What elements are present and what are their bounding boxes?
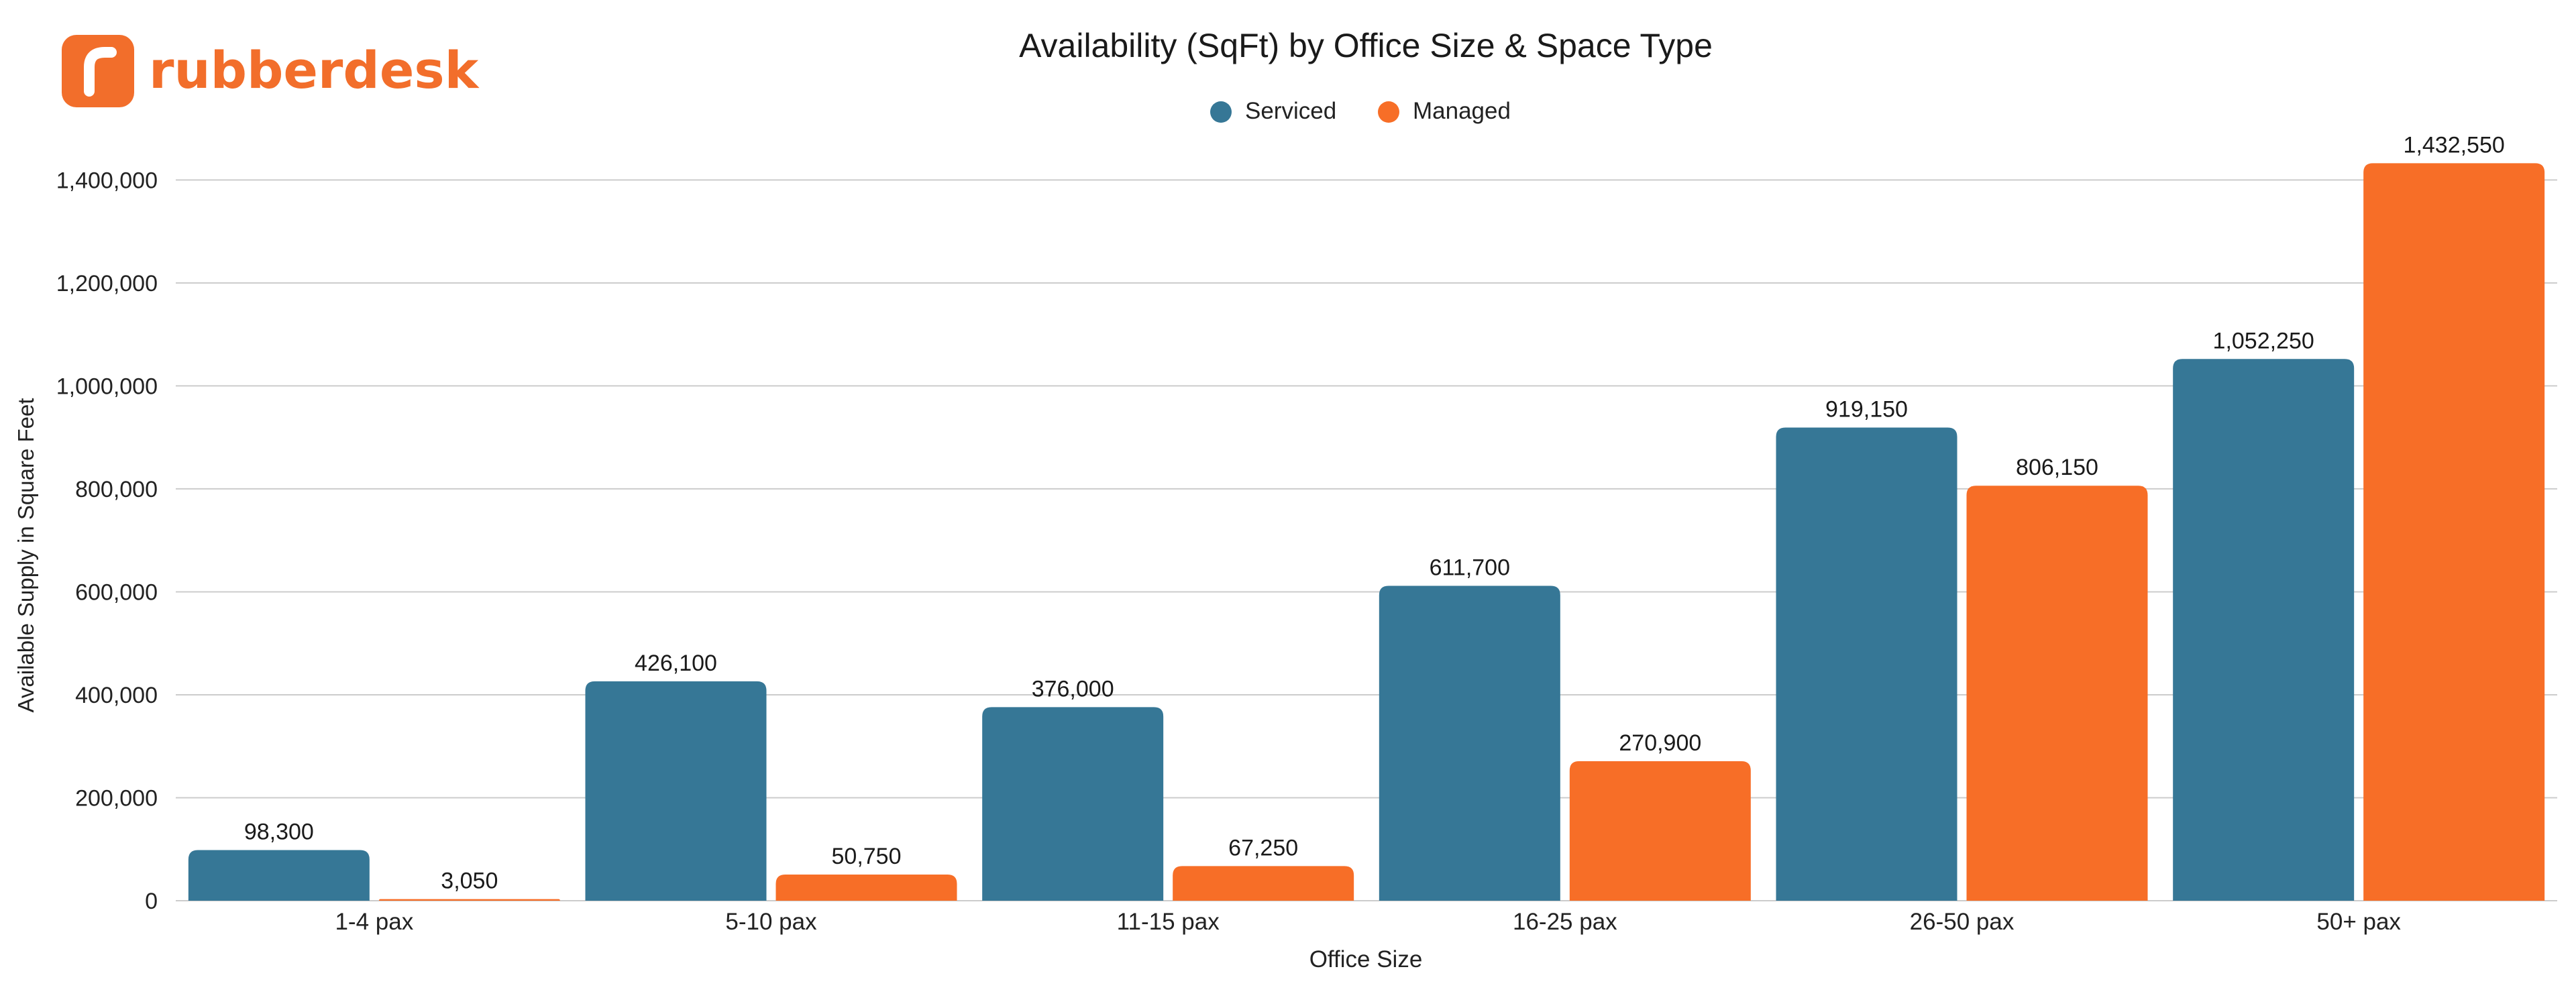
- legend-label-managed: Managed: [1413, 98, 1511, 124]
- x-axis-label: Office Size: [1309, 946, 1423, 972]
- x-tick-label: 11-15 pax: [1117, 909, 1220, 935]
- y-axis-ticks: 0 200,000 400,000 600,000 800,000 1,000,000 1,…: [56, 168, 158, 914]
- data-label-serviced: 376,000: [1032, 676, 1114, 702]
- logo-r-glyph-icon: [84, 47, 117, 97]
- data-label-serviced: 1,052,250: [2213, 328, 2314, 353]
- y-tick-label: 1,000,000: [56, 374, 158, 399]
- y-tick-label: 800,000: [75, 477, 158, 502]
- y-tick-label: 0: [145, 889, 158, 914]
- y-tick-label: 600,000: [75, 579, 158, 605]
- bars: 98,300 3,050 426,100 50,750 376,000 67,250 611…: [188, 132, 2545, 901]
- data-label-managed: 67,250: [1228, 835, 1298, 860]
- legend-swatch-serviced: [1210, 101, 1232, 123]
- x-tick-label: 1-4 pax: [335, 909, 413, 935]
- chart-title: Availability (SqFt) by Office Size & Spa…: [1019, 27, 1713, 64]
- rubberdesk-logo: rubberdesk: [62, 35, 480, 107]
- gridlines: [176, 179, 2557, 901]
- data-label-managed: 3,050: [441, 869, 498, 894]
- y-tick-label: 200,000: [75, 785, 158, 811]
- data-label-serviced: 919,150: [1825, 396, 1908, 422]
- bar-managed: [1173, 866, 1354, 901]
- x-tick-label: 50+ pax: [2316, 909, 2401, 935]
- data-label-managed: 1,432,550: [2404, 132, 2505, 158]
- bar-managed: [2363, 163, 2545, 901]
- data-label-serviced: 611,700: [1430, 555, 1510, 580]
- bar-managed: [1966, 486, 2148, 901]
- logo-mark: [62, 35, 134, 107]
- legend: Serviced Managed: [1210, 98, 1511, 124]
- data-label-serviced: 98,300: [244, 820, 314, 845]
- y-tick-label: 1,400,000: [56, 168, 158, 193]
- bar-serviced: [188, 850, 370, 901]
- bar-serviced: [1379, 585, 1560, 901]
- y-tick-label: 400,000: [75, 683, 158, 708]
- bar-serviced: [2173, 359, 2355, 901]
- x-tick-label: 16-25 pax: [1513, 909, 1617, 935]
- data-label-serviced: 426,100: [635, 651, 717, 676]
- x-tick-label: 5-10 pax: [725, 909, 817, 935]
- bar-serviced: [1776, 427, 1957, 901]
- y-tick-label: 1,200,000: [56, 271, 158, 296]
- bar-serviced: [585, 681, 767, 901]
- legend-label-serviced: Serviced: [1245, 98, 1336, 124]
- y-axis-label: Available Supply in Square Feet: [13, 398, 38, 712]
- legend-swatch-managed: [1378, 101, 1399, 123]
- logo-wordmark: rubberdesk: [149, 40, 480, 100]
- data-label-managed: 270,900: [1619, 730, 1701, 756]
- data-label-managed: 50,750: [832, 844, 902, 869]
- bar-managed: [1569, 761, 1751, 901]
- bar-managed: [775, 875, 957, 901]
- x-axis-ticks: 1-4 pax 5-10 pax 11-15 pax 16-25 pax 26-50 p…: [335, 909, 2401, 935]
- data-label-managed: 806,150: [2016, 455, 2098, 480]
- bar-serviced: [982, 707, 1164, 901]
- x-tick-label: 26-50 pax: [1910, 909, 2015, 935]
- bar-managed: [378, 899, 560, 901]
